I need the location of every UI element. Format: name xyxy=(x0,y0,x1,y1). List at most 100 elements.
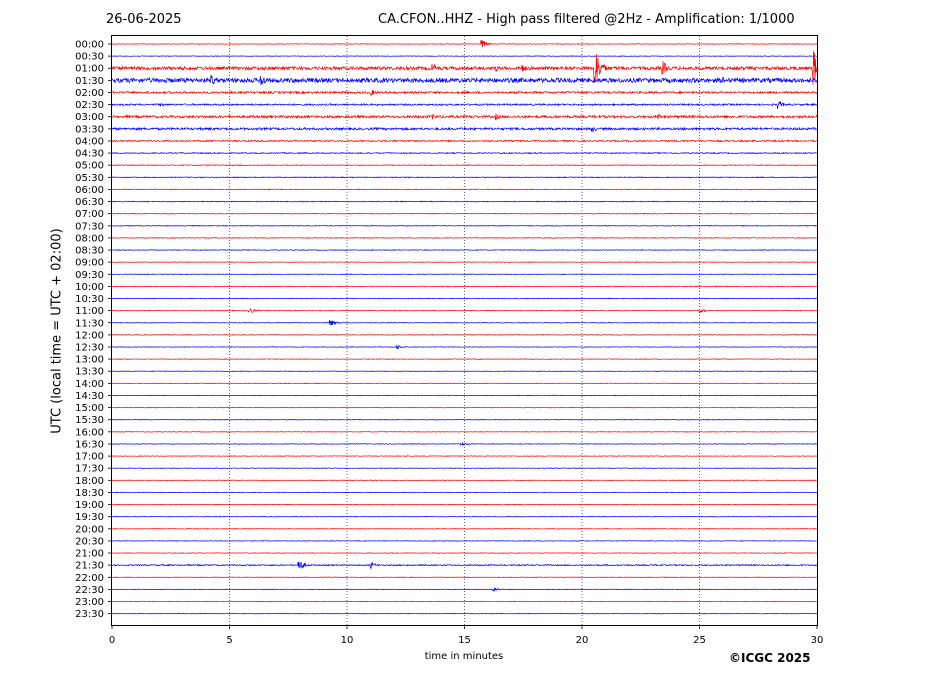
trace-0530 xyxy=(111,176,818,179)
x-tick-label: 20 xyxy=(576,635,589,646)
y-tick-label: 13:00 xyxy=(75,355,104,366)
trace-1030 xyxy=(111,297,818,300)
trace-2230 xyxy=(111,587,818,593)
y-tick-label: 19:00 xyxy=(75,500,104,511)
trace-1330 xyxy=(111,370,818,373)
y-tick-label: 00:00 xyxy=(75,40,104,51)
x-tick-label: 30 xyxy=(811,635,824,646)
chart-title: CA.CFON..HHZ - High pass filtered @2Hz -… xyxy=(378,12,795,27)
y-tick-label: 16:30 xyxy=(75,439,104,450)
y-tick-label: 21:00 xyxy=(75,549,104,560)
date-label: 26-06-2025 xyxy=(106,12,182,27)
trace-1630 xyxy=(111,442,818,446)
y-tick-label: 22:30 xyxy=(75,585,104,596)
x-tick-label: 10 xyxy=(341,635,354,646)
y-tick-label: 11:30 xyxy=(75,318,104,329)
y-tick-label: 01:00 xyxy=(75,64,104,75)
y-tick-label: 03:30 xyxy=(75,124,104,135)
trace-1130 xyxy=(111,320,818,326)
y-axis-ticks: 00:0000:3001:0001:3002:0002:3003:0003:30… xyxy=(75,40,112,620)
trace-1300 xyxy=(111,358,818,360)
y-tick-label: 18:00 xyxy=(75,476,104,487)
y-tick-label: 04:00 xyxy=(75,136,104,147)
trace-1700 xyxy=(111,455,818,457)
y-tick-label: 08:30 xyxy=(75,246,104,257)
trace-1430 xyxy=(111,394,818,397)
x-axis-ticks: 0 5 10 15 20 25 30 xyxy=(109,625,824,646)
y-tick-label: 21:30 xyxy=(75,561,104,572)
y-tick-label: 11:00 xyxy=(75,306,104,317)
y-tick-label: 01:30 xyxy=(75,76,104,87)
trace-0130 xyxy=(111,74,818,85)
x-tick-label: 0 xyxy=(109,635,115,646)
y-tick-label: 06:30 xyxy=(75,197,104,208)
y-axis-label: UTC (local time = UTC + 02:00) xyxy=(49,228,65,434)
trace-1830 xyxy=(111,491,818,494)
trace-0200 xyxy=(111,89,817,97)
y-tick-label: 19:30 xyxy=(75,512,104,523)
y-tick-label: 04:30 xyxy=(75,149,104,160)
x-tick-label: 5 xyxy=(226,635,232,646)
y-tick-label: 14:30 xyxy=(75,391,104,402)
y-tick-label: 02:30 xyxy=(75,100,104,111)
y-tick-label: 20:00 xyxy=(75,524,104,535)
vertical-grid xyxy=(229,36,700,625)
y-tick-label: 16:00 xyxy=(75,427,104,438)
trace-0800 xyxy=(111,237,818,239)
trace-0000 xyxy=(111,40,818,48)
trace-0830 xyxy=(111,249,818,251)
trace-1900 xyxy=(111,503,818,506)
trace-0330 xyxy=(111,126,818,133)
y-tick-label: 07:00 xyxy=(75,209,104,220)
y-tick-label: 20:30 xyxy=(75,536,104,547)
y-tick-label: 02:00 xyxy=(75,88,104,99)
trace-0930 xyxy=(111,273,818,276)
y-tick-label: 10:00 xyxy=(75,282,104,293)
trace-1500 xyxy=(111,406,818,409)
trace-2100 xyxy=(111,552,818,554)
trace-0400 xyxy=(111,139,818,143)
trace-1100 xyxy=(111,308,818,314)
y-tick-label: 06:00 xyxy=(75,185,104,196)
y-tick-label: 15:30 xyxy=(75,415,104,426)
y-tick-label: 23:30 xyxy=(75,609,104,620)
trace-0500 xyxy=(111,164,818,167)
trace-0030 xyxy=(111,55,818,57)
trace-2300 xyxy=(111,600,818,603)
y-tick-label: 13:30 xyxy=(75,367,104,378)
trace-1230 xyxy=(111,344,818,349)
trace-0700 xyxy=(112,212,818,215)
trace-1000 xyxy=(111,285,818,288)
y-tick-label: 09:00 xyxy=(75,258,104,269)
y-tick-label: 23:00 xyxy=(75,597,104,608)
y-tick-label: 05:30 xyxy=(75,173,104,184)
trace-0900 xyxy=(111,261,818,263)
y-tick-label: 18:30 xyxy=(75,488,104,499)
x-axis-label: time in minutes xyxy=(424,651,504,662)
trace-0430 xyxy=(111,151,818,155)
y-tick-label: 17:30 xyxy=(75,464,104,475)
trace-0100 xyxy=(111,50,818,85)
trace-1600 xyxy=(111,431,818,433)
y-tick-label: 07:30 xyxy=(75,221,104,232)
y-tick-label: 03:00 xyxy=(75,112,104,123)
trace-1400 xyxy=(111,382,818,385)
trace-0730 xyxy=(111,224,818,227)
trace-1800 xyxy=(111,479,818,482)
y-tick-label: 09:30 xyxy=(75,270,104,281)
trace-2030 xyxy=(111,540,818,542)
y-tick-label: 10:30 xyxy=(75,294,104,305)
trace-0600 xyxy=(111,188,818,191)
trace-0300 xyxy=(111,113,818,121)
trace-2330 xyxy=(111,612,818,615)
trace-2200 xyxy=(111,576,818,579)
x-tick-label: 15 xyxy=(458,635,471,646)
x-tick-label: 25 xyxy=(693,635,706,646)
y-tick-label: 22:00 xyxy=(75,573,104,584)
y-tick-label: 05:00 xyxy=(75,161,104,172)
y-tick-label: 12:30 xyxy=(75,343,104,354)
copyright-label: ©ICGC 2025 xyxy=(729,651,811,665)
y-tick-label: 08:00 xyxy=(75,233,104,244)
trace-2130 xyxy=(111,561,818,570)
